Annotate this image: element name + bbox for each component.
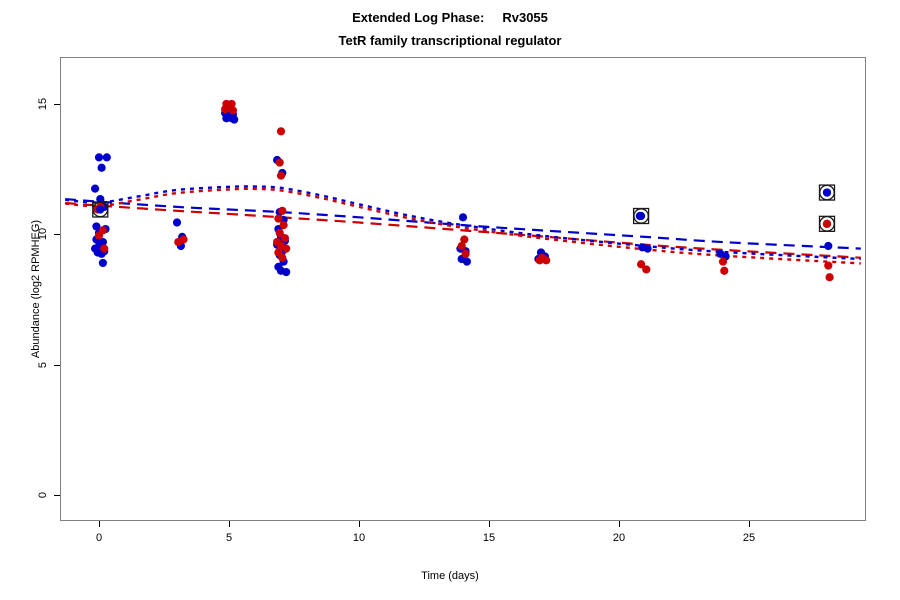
x-axis-tick-label: 5 — [225, 532, 233, 544]
chart-title-line-1: Extended Log Phase: Rv3055 — [352, 10, 548, 25]
y-axis-tick — [54, 494, 60, 496]
y-axis-tick-label: 5 — [37, 361, 49, 368]
x-axis-title: Time (days) — [421, 570, 479, 582]
y-axis-tick-label: 15 — [37, 97, 49, 111]
chart-title-line-2: TetR family transcriptional regulator — [338, 33, 562, 48]
plot-frame — [60, 57, 866, 521]
x-axis-tick-label: 20 — [612, 532, 626, 544]
x-axis-tick — [619, 521, 620, 527]
y-axis-tick — [54, 364, 60, 366]
x-axis-tick — [749, 521, 750, 527]
x-axis-tick — [489, 521, 490, 527]
x-axis-tick-label: 25 — [742, 532, 756, 544]
y-axis-tick — [54, 103, 60, 105]
y-axis-title-text: Abundance (log2 RPMHEG) — [30, 219, 42, 359]
y-axis-tick-label: 0 — [37, 491, 49, 498]
x-axis-tick — [99, 521, 100, 527]
x-axis-tick-label: 0 — [95, 532, 103, 544]
x-axis-tick — [359, 521, 360, 527]
x-axis-tick-label: 15 — [482, 532, 496, 544]
y-axis-tick — [54, 234, 60, 236]
x-axis-tick — [229, 521, 230, 527]
x-axis-tick-label: 10 — [352, 532, 366, 544]
